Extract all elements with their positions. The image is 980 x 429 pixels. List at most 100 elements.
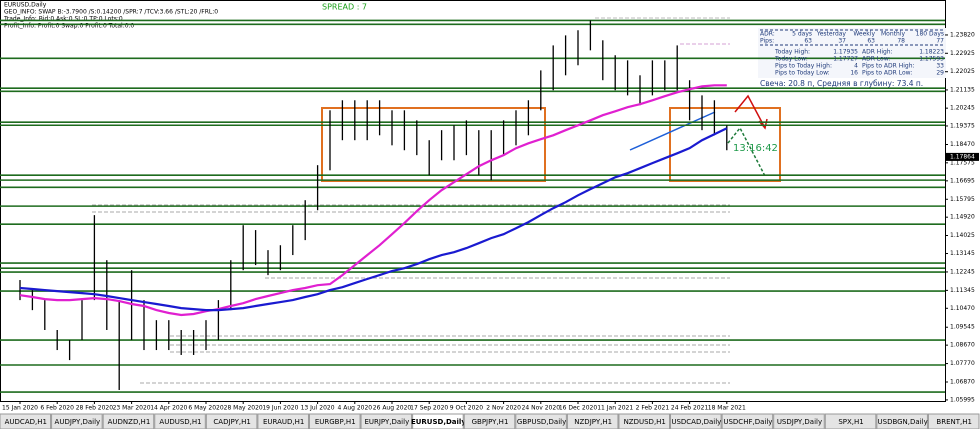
- info-cell: 78: [897, 38, 905, 45]
- x-tick-label: 15 Jan 2020: [2, 405, 38, 412]
- info-cell: 1.17727: [833, 56, 858, 63]
- tab-label[interactable]: AUDCAD,H1: [5, 418, 47, 426]
- tab-label[interactable]: SPX,H1: [838, 418, 863, 426]
- y-tick-label: 1.13145: [950, 250, 975, 257]
- arrow: [727, 126, 766, 177]
- info-cell: Monthly: [881, 31, 905, 38]
- plot-frame: [0, 0, 946, 402]
- info-cell: Pips to ADR Low:: [862, 70, 912, 77]
- x-tick-label: 6 May 2020: [188, 405, 223, 412]
- tab[interactable]: [257, 413, 309, 429]
- x-tick-label: 16 Dec 2020: [559, 405, 598, 412]
- tab[interactable]: [412, 413, 464, 429]
- y-tick-label: 1.08670: [950, 342, 975, 349]
- tab[interactable]: [463, 413, 516, 429]
- tab[interactable]: [773, 413, 825, 429]
- tab-label[interactable]: AUDNZD,H1: [108, 418, 151, 426]
- tab[interactable]: [154, 413, 206, 429]
- tab[interactable]: [566, 413, 619, 429]
- tab-label[interactable]: GBPJPY,H1: [472, 418, 509, 426]
- tab-label[interactable]: EURJPY,Daily: [364, 418, 409, 426]
- tab-label[interactable]: AUDJPY,Daily: [55, 418, 101, 426]
- info-cell: 5 days: [792, 31, 812, 38]
- info-cell: Today Low:: [774, 56, 808, 63]
- info-cell: Weekly: [853, 31, 875, 38]
- info-cell: Yesterday: [816, 31, 847, 38]
- tab[interactable]: [102, 413, 155, 429]
- tab[interactable]: [824, 413, 877, 429]
- tab-label[interactable]: EURAUD,H1: [263, 418, 304, 426]
- tab-label[interactable]: GBPUSD,Daily: [517, 418, 566, 426]
- moving-average: [19, 127, 728, 312]
- x-tick-label: 18 Mar 2021: [708, 405, 746, 412]
- tab[interactable]: [876, 413, 928, 429]
- trend-line: [629, 111, 716, 151]
- x-tick-label: 24 Feb 2021: [671, 405, 709, 412]
- tab-label[interactable]: NZDJPY,H1: [574, 418, 612, 426]
- tab-label[interactable]: EURGBP,H1: [315, 418, 356, 426]
- tab[interactable]: [360, 413, 413, 429]
- x-tick-label: 26 Aug 2020: [373, 405, 412, 412]
- y-tick-label: 1.05995: [950, 396, 975, 403]
- tab[interactable]: [205, 413, 258, 429]
- info-cell: 1.18223: [919, 49, 944, 56]
- tab[interactable]: [51, 413, 103, 429]
- y-tick-label: 1.07770: [950, 360, 975, 367]
- tab-label[interactable]: AUDUSD,H1: [159, 418, 201, 426]
- info-cell: Pips to Today High:: [775, 63, 832, 70]
- x-tick-label: 4 Aug 2020: [337, 405, 372, 412]
- info-cell: 37: [838, 38, 846, 45]
- info-cell: 33: [936, 63, 944, 70]
- tab-label[interactable]: BRENT,H1: [936, 418, 972, 426]
- x-tick-label: 6 Feb 2020: [40, 405, 74, 412]
- info-cell: 1.17593: [919, 56, 944, 63]
- info-cell: Pips:: [760, 38, 774, 45]
- tab-label[interactable]: USDCHF,Daily: [723, 418, 772, 426]
- info-cell: ADR:: [760, 31, 775, 38]
- tab-label[interactable]: USDJPY,Daily: [777, 418, 822, 426]
- y-tick-label: 1.15795: [950, 196, 975, 203]
- x-tick-label: 19 Jun 2020: [262, 405, 298, 412]
- y-tick-label: 1.18470: [950, 141, 975, 148]
- info-cell: 29: [936, 70, 944, 77]
- chart-title: EURUSD,Daily: [4, 2, 47, 9]
- tab-label[interactable]: NZDUSD,H1: [624, 418, 666, 426]
- y-tick-label: 1.16695: [950, 177, 975, 184]
- tab[interactable]: [515, 413, 567, 429]
- info-cell: Pips to ADR High:: [862, 63, 915, 70]
- info-cell: Today High:: [774, 49, 810, 56]
- x-tick-label: 2 Feb 2021: [636, 405, 670, 412]
- tab[interactable]: [618, 413, 671, 429]
- info-cell: 63: [867, 38, 875, 45]
- y-tick-label: 1.14920: [950, 214, 975, 221]
- y-tick-label: 1.23820: [950, 31, 975, 38]
- y-tick-label: 1.20245: [950, 105, 975, 112]
- moving-average: [19, 84, 727, 317]
- y-tick-label: 1.10470: [950, 305, 975, 312]
- tab-label[interactable]: EURUSD,Daily: [411, 418, 466, 426]
- tab[interactable]: [927, 413, 980, 429]
- candle-info: Свеча: 20.8 п, Средняя в глубину: 73.4 п…: [760, 79, 923, 88]
- x-tick-label: 2 Nov 2020: [486, 405, 521, 412]
- last-price-label: 1.17864: [950, 153, 975, 160]
- info-cell: 4: [854, 63, 858, 70]
- tab[interactable]: [0, 413, 52, 429]
- info-cell: ADR High:: [862, 49, 893, 56]
- tab[interactable]: [670, 413, 722, 429]
- tab[interactable]: [308, 413, 361, 429]
- x-tick-label: 28 Feb 2020: [76, 405, 114, 412]
- tab-label[interactable]: USDBGN,Daily: [878, 418, 928, 426]
- tab-label[interactable]: USDCAD,Daily: [671, 418, 721, 426]
- tab-label[interactable]: CADJPY,H1: [213, 418, 250, 426]
- x-tick-label: 17 Sep 2020: [410, 405, 448, 412]
- info-cell: 63: [804, 38, 812, 45]
- range-box: [669, 107, 781, 182]
- tab[interactable]: [721, 413, 774, 429]
- y-tick-label: 1.22925: [950, 50, 975, 57]
- x-tick-label: 14 Apr 2020: [150, 405, 187, 412]
- info-line: GEO_INFO: SWAP B:-3.7900 /S:0.14200 /SPR…: [4, 9, 218, 16]
- x-tick-label: 11 Jan 2021: [597, 405, 633, 412]
- info-line: Trade_Info: Bid:0 Ask:0 SL:0 TP:0 Lots:0: [3, 16, 123, 23]
- info-cell: 77: [936, 38, 944, 45]
- info-line: Profit_Info: Profit:0 Swap:0 Profit:0 To…: [4, 23, 134, 30]
